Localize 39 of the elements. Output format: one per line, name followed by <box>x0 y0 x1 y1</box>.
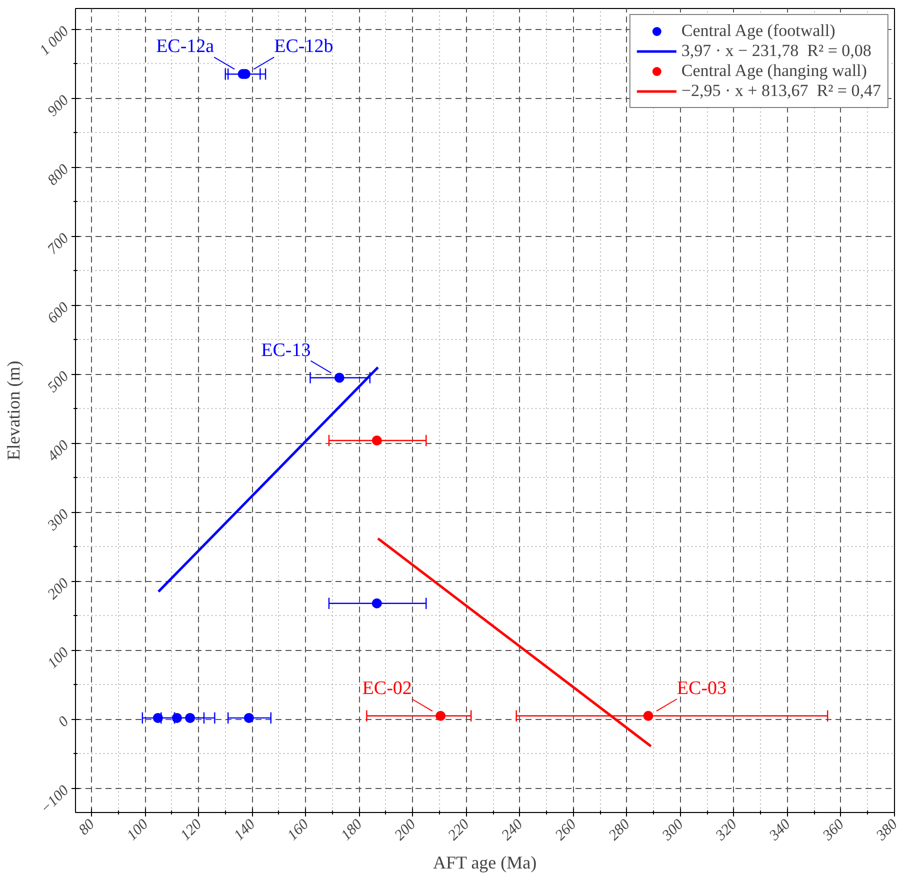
annotation: EC-02 <box>362 678 412 699</box>
x-tick-label: 160 <box>284 816 312 844</box>
annotation: EC-03 <box>676 678 727 699</box>
y-tick-label: 800 <box>44 161 73 189</box>
legend-label: Central Age (footwall) <box>681 21 836 41</box>
annotation: EC-12a <box>156 36 215 58</box>
x-tick-label: 340 <box>766 816 794 844</box>
x-axis-title: AFT age (Ma) <box>433 852 537 872</box>
y-tick-label: 0 <box>56 713 73 730</box>
y-tick-label: 1 000 <box>36 23 73 59</box>
legend-label: 3,97 · x − 231,78 R² = 0,08 <box>681 41 872 61</box>
x-tick-label: 220 <box>445 816 473 844</box>
y-axis-title: Elevation (m) <box>3 360 24 460</box>
x-tick-label: 120 <box>178 816 206 844</box>
x-tick-label: 180 <box>338 816 366 844</box>
y-tick-label: 200 <box>44 575 73 603</box>
annotation: EC-12b <box>274 36 334 58</box>
x-tick-label: 280 <box>606 816 634 844</box>
x-tick-label: 300 <box>658 816 688 844</box>
x-tick-label: 100 <box>124 816 152 844</box>
y-tick-label: 600 <box>44 299 73 327</box>
annotation: EC-13 <box>261 340 311 361</box>
y-tick-label: 400 <box>44 437 73 465</box>
x-tick-label: 260 <box>552 816 580 844</box>
x-tick-label: 200 <box>392 816 420 844</box>
x-tick-label: 240 <box>498 816 527 844</box>
legend-label: Central Age (hanging wall) <box>681 61 867 81</box>
y-tick-label: 500 <box>44 368 73 396</box>
legend-label: −2,95 · x + 813,67 R² = 0,47 <box>681 81 881 101</box>
x-tick-label: 380 <box>872 816 902 844</box>
x-tick-label: 80 <box>76 816 98 838</box>
y-tick-label: 300 <box>44 506 73 535</box>
x-tick-label: 320 <box>712 816 741 844</box>
y-tick-label: 900 <box>44 92 73 120</box>
y-tick-label: −100 <box>38 782 73 818</box>
y-tick-label: 700 <box>44 230 73 258</box>
y-tick-label: 100 <box>44 644 73 672</box>
x-tick-label: 360 <box>819 816 848 844</box>
x-tick-label: 140 <box>231 816 259 844</box>
